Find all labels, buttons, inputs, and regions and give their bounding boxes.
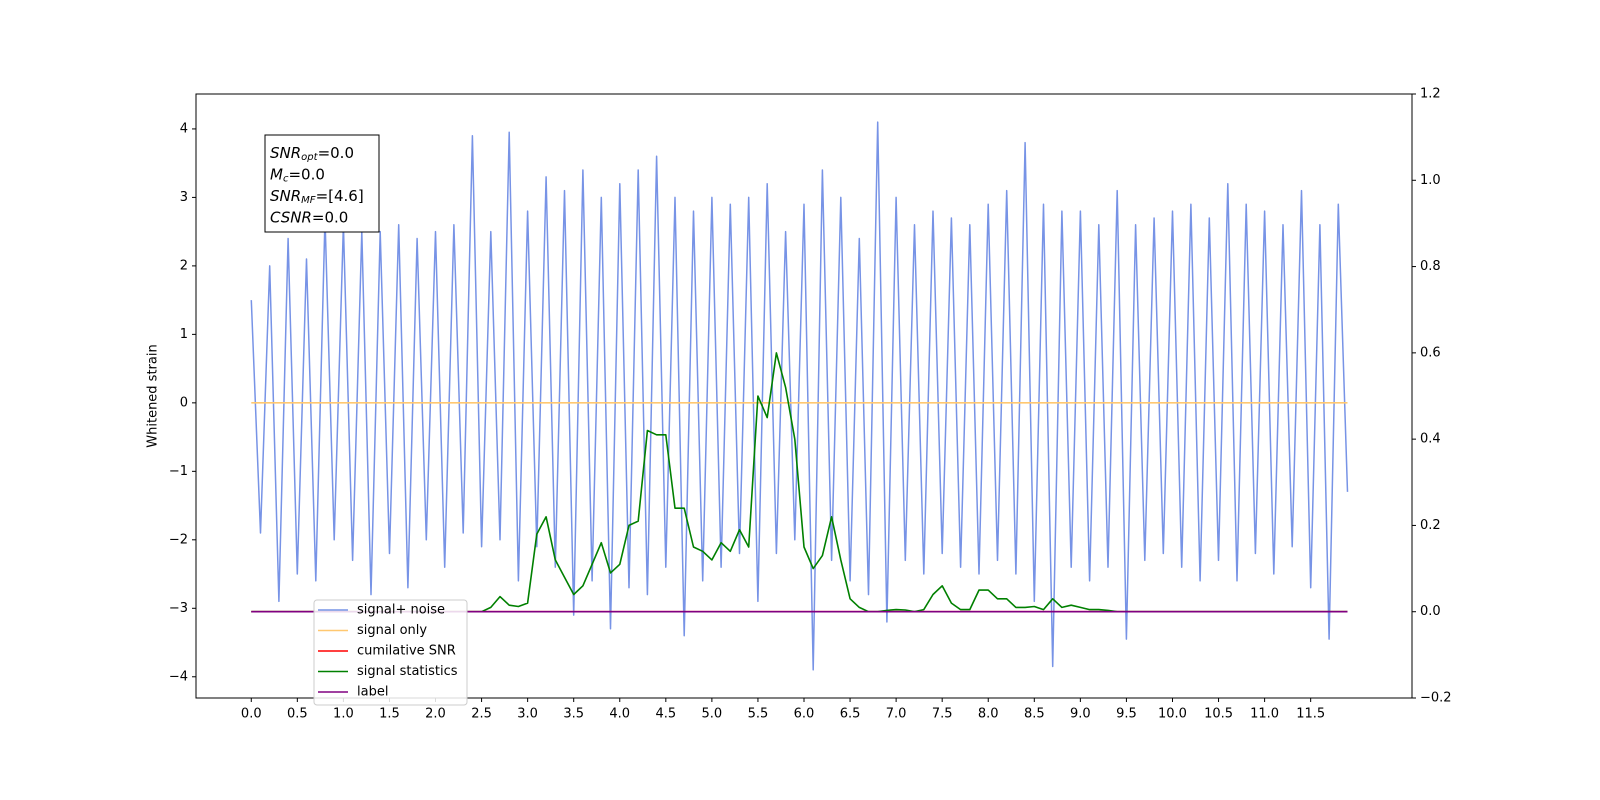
y-tick-label: 3 [180,190,188,205]
annotation-symbol: CSNR [270,208,312,226]
legend-label: signal statistics [357,664,458,679]
annotation-symbol: M [270,165,283,183]
x-tick-label: 0.0 [241,707,262,722]
x-tick-label: 2.0 [425,707,446,722]
annotation-line: SNRopt=0.0 [270,144,354,164]
series-line [250,121,1349,671]
x-tick-label: 8.5 [1024,707,1045,722]
legend-label: label [357,685,388,700]
annotation-value: =0.0 [288,165,324,183]
y2-tick-label: 1.0 [1420,173,1441,188]
annotation-line: SNRMF=[4.6] [270,187,364,207]
y2-tick-label: 0.0 [1420,604,1441,619]
legend-label: signal only [357,623,427,638]
y-axis-label: Whitened strain [146,344,161,447]
y2-tick-label: −0.2 [1420,691,1452,706]
x-tick-label: 10.5 [1204,707,1233,722]
annotation-subscript: c [283,174,289,185]
annotation-subscript: MF [301,195,316,206]
y-tick-label: 1 [180,327,188,342]
y2-tick-label: 0.6 [1420,345,1441,360]
annotation-box [264,134,380,233]
annotation-value: =[4.6] [316,187,364,205]
legend-box [313,599,468,706]
x-tick-label: 4.5 [655,707,676,722]
annotation-value: =0.0 [318,144,354,162]
annotation-symbol: SNR [270,144,301,162]
annotation-symbol: SNR [270,187,301,205]
y-tick-label: −3 [169,601,188,616]
y2-tick-label: 0.4 [1420,432,1441,447]
y-tick-label: 2 [180,258,188,273]
x-tick-label: 0.5 [287,707,308,722]
x-tick-label: 1.0 [333,707,354,722]
x-tick-label: 11.0 [1250,707,1279,722]
annotation-subscript: opt [301,152,318,163]
y-tick-label: 4 [180,121,188,136]
x-tick-label: 2.5 [471,707,492,722]
y2-tick-label: 0.2 [1420,518,1441,533]
y-tick-label: 0 [180,395,188,410]
x-tick-label: 7.0 [886,707,907,722]
x-tick-label: 9.0 [1070,707,1091,722]
x-tick-label: 9.5 [1116,707,1137,722]
legend-label: cumilative SNR [357,644,456,659]
x-tick-label: 6.0 [794,707,815,722]
y2-tick-label: 0.8 [1420,259,1441,274]
y-tick-label: −1 [169,464,188,479]
x-tick-label: 3.0 [517,707,538,722]
x-tick-label: 3.5 [563,707,584,722]
x-tick-label: 8.0 [978,707,999,722]
y-tick-label: −2 [169,532,188,547]
annotation-value: =0.0 [312,208,348,226]
x-tick-label: 7.5 [932,707,953,722]
x-tick-label: 6.5 [840,707,861,722]
x-tick-label: 4.0 [609,707,630,722]
annotation-line: Mc=0.0 [270,165,325,185]
axes-frame [195,93,1413,699]
annotation-line: CSNR=0.0 [270,208,348,226]
x-tick-label: 5.0 [702,707,723,722]
x-tick-label: 1.5 [379,707,400,722]
legend-label: signal+ noise [357,603,445,618]
y2-tick-label: 1.2 [1420,87,1441,102]
x-tick-label: 10.0 [1158,707,1187,722]
x-tick-label: 11.5 [1296,707,1325,722]
y-tick-label: −4 [169,669,188,684]
x-tick-label: 5.5 [748,707,769,722]
